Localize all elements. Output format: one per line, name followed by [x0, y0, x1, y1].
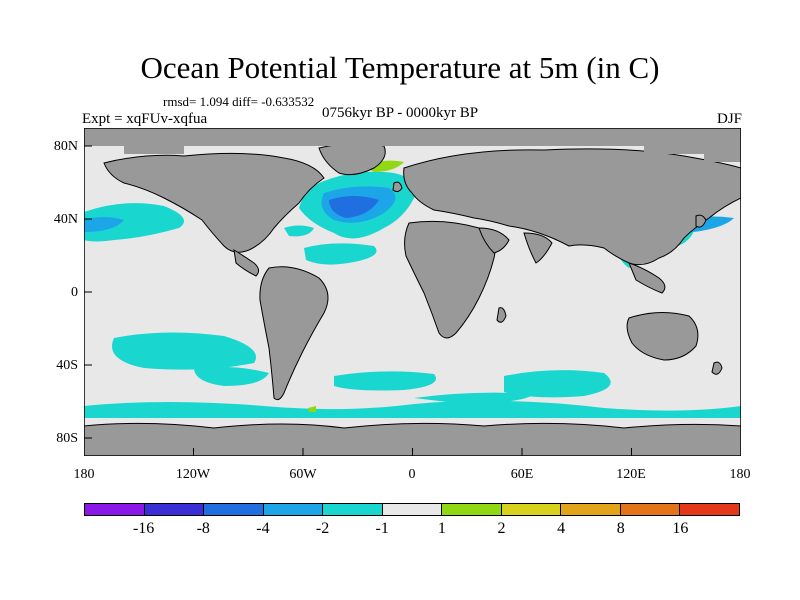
land-india	[523, 232, 553, 264]
colorbar-swatch	[382, 504, 443, 515]
stats-label: rmsd= 1.094 diff= -0.633532	[163, 94, 315, 109]
lon-label-120e: 120E	[616, 467, 646, 482]
lon-label-180w: 180	[73, 467, 95, 482]
lon-label-180e: 180	[729, 467, 751, 482]
lat-label-40s: 40S	[56, 358, 78, 373]
colorbar-swatch	[144, 504, 205, 515]
land-central-america	[233, 249, 260, 277]
anomaly-south-indian	[504, 370, 611, 398]
colorbar-label: 4	[557, 520, 566, 537]
lat-label-0: 0	[71, 285, 78, 300]
colorbar-swatch	[85, 504, 145, 515]
land-new-zealand	[711, 361, 723, 375]
colorbar-label: 1	[437, 520, 446, 537]
anomaly-southern-ocean	[84, 400, 741, 418]
world-map	[84, 128, 741, 456]
tick-marks	[84, 145, 632, 456]
colorbar-label: 2	[497, 520, 506, 537]
lon-label-0: 0	[408, 467, 416, 482]
plot-title: Ocean Potential Temperature at 5m (in C)	[140, 50, 660, 85]
colorbar-swatch	[561, 504, 621, 515]
anomaly-south-pacific	[112, 332, 256, 370]
colorbar-swatch	[680, 504, 740, 515]
colorbar-label: 16	[672, 520, 689, 537]
period-label: 0756kyr BP - 0000kyr BP	[322, 105, 479, 121]
colorbar-swatch	[323, 504, 383, 515]
colorbar-swatch	[501, 504, 562, 515]
colorbar-label: -1	[375, 520, 389, 537]
land-uk	[392, 181, 403, 193]
anomaly-southern-ocean-2	[414, 392, 534, 404]
experiment-label: Expt = xqFUv-xqfua	[82, 111, 208, 127]
anomaly-north-pacific-deep	[84, 217, 124, 232]
lat-label-80n: 80N	[53, 139, 78, 154]
lon-label-60w: 60W	[289, 467, 317, 482]
land-antarctica	[84, 422, 741, 456]
colorbar-label: -8	[196, 520, 210, 537]
lon-label-120w: 120W	[175, 467, 211, 482]
land-masses	[84, 142, 741, 456]
land-arabia	[478, 227, 510, 254]
anomaly-north-atlantic-deep	[329, 196, 379, 218]
lon-label-60e: 60E	[510, 467, 534, 482]
anomaly-subtropical-atlantic	[284, 225, 314, 237]
colorbar	[84, 503, 740, 516]
lat-label-40n: 40N	[53, 212, 78, 227]
land-madagascar	[496, 307, 507, 323]
arctic-mask	[84, 128, 741, 146]
colorbar-swatch	[204, 504, 264, 515]
land-japan	[695, 214, 707, 228]
colorbar-label: -2	[315, 520, 330, 537]
land-southeast-asia	[628, 262, 666, 294]
anomaly-south-pacific-east	[194, 366, 269, 386]
anomaly-north-pacific	[84, 203, 184, 242]
anomaly-tropical-atlantic	[304, 243, 377, 265]
season-label: DJF	[716, 111, 742, 127]
arctic-mask-edge	[84, 146, 741, 162]
land-north-america	[103, 152, 325, 253]
colorbar-swatch	[442, 504, 502, 515]
colorbar-swatch	[620, 504, 681, 515]
lat-label-80s: 80S	[56, 431, 78, 446]
anomaly-south-atlantic	[334, 371, 436, 391]
colorbar-label: -4	[256, 520, 270, 537]
anomaly-green-patagonia	[308, 406, 316, 412]
land-south-america	[259, 266, 329, 401]
land-australia	[626, 312, 699, 361]
colorbar-label: 8	[616, 520, 625, 537]
colorbar-label: -16	[132, 520, 155, 537]
colorbar-swatch	[263, 504, 324, 515]
